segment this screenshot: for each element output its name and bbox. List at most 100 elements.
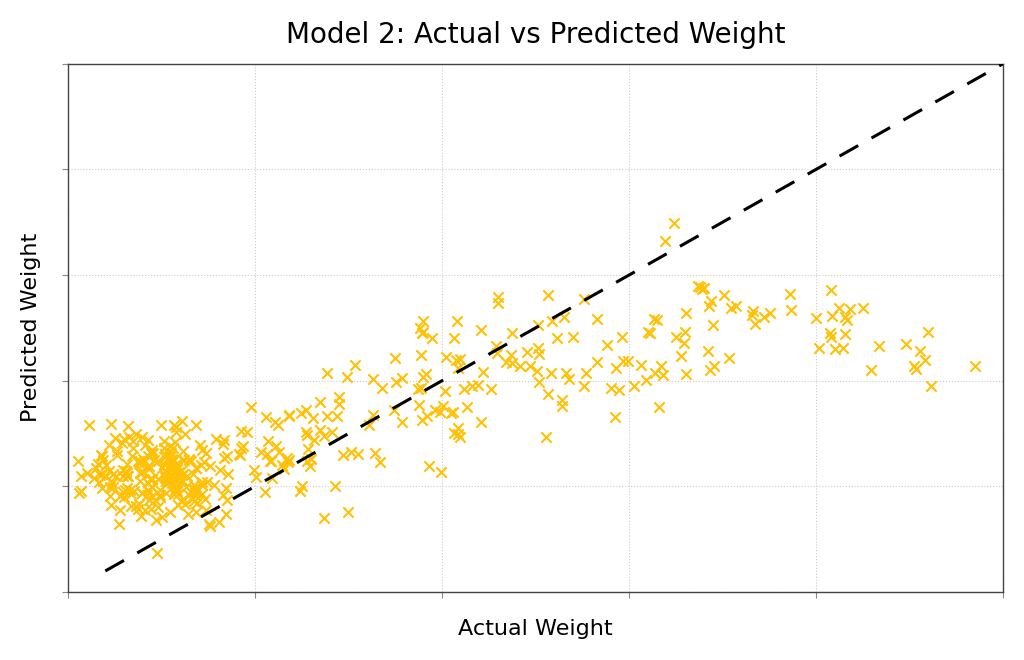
Point <box>146 494 163 505</box>
Point <box>139 490 156 500</box>
Point <box>293 408 309 418</box>
Point <box>120 471 136 482</box>
Point <box>163 447 179 458</box>
Point <box>394 416 411 427</box>
Point <box>459 402 475 412</box>
Point <box>746 319 763 330</box>
Point <box>142 473 159 484</box>
Point <box>554 394 570 405</box>
Point <box>335 449 351 460</box>
Point <box>412 323 428 333</box>
Point <box>300 444 316 454</box>
Point <box>170 500 186 510</box>
Point <box>169 464 185 475</box>
Point <box>279 453 295 463</box>
Point <box>450 315 466 326</box>
Point <box>530 320 547 331</box>
Point <box>248 472 264 482</box>
Y-axis label: Predicted Weight: Predicted Weight <box>20 233 41 422</box>
Point <box>906 360 923 371</box>
Point <box>633 360 649 370</box>
Point <box>162 440 178 451</box>
Point <box>387 352 403 363</box>
Point <box>164 478 180 488</box>
Point <box>114 438 130 449</box>
Point <box>148 548 165 558</box>
Point <box>168 459 184 469</box>
Point <box>161 463 177 473</box>
Point <box>415 316 431 327</box>
Point <box>116 492 132 502</box>
Point <box>821 327 838 338</box>
Point <box>143 481 160 492</box>
Point <box>240 427 256 438</box>
Point <box>154 463 170 473</box>
Point <box>125 443 141 453</box>
Point <box>783 305 800 315</box>
Point <box>169 486 185 496</box>
Point <box>151 474 167 484</box>
Point <box>144 490 161 501</box>
Point <box>318 368 335 378</box>
Point <box>212 465 228 475</box>
Point <box>427 405 443 415</box>
Point <box>311 397 328 407</box>
Point <box>610 385 627 396</box>
Point <box>121 432 137 442</box>
Point <box>129 504 145 515</box>
Point <box>482 383 499 394</box>
Point <box>117 485 133 496</box>
Point <box>556 312 572 322</box>
Point <box>504 358 520 368</box>
Point <box>151 455 167 466</box>
Point <box>652 361 669 372</box>
Point <box>137 440 154 450</box>
Point <box>161 461 177 471</box>
Point <box>415 327 431 337</box>
Point <box>70 455 86 466</box>
Point <box>871 341 888 351</box>
Point <box>157 472 173 482</box>
Point <box>470 379 486 390</box>
Point <box>151 474 167 484</box>
Point <box>259 436 275 446</box>
Point <box>169 488 185 499</box>
Point <box>73 471 89 481</box>
Point <box>157 449 173 460</box>
Point <box>196 457 212 467</box>
Point <box>418 368 434 379</box>
Point <box>188 482 205 492</box>
Point <box>762 308 778 318</box>
Point <box>599 339 615 350</box>
Point <box>215 490 231 500</box>
Point <box>97 460 114 471</box>
Point <box>109 471 125 481</box>
Point <box>177 429 194 440</box>
Point <box>503 350 519 360</box>
Point <box>693 283 710 294</box>
Point <box>781 289 798 300</box>
Point <box>275 464 292 475</box>
Point <box>431 407 447 417</box>
Point <box>130 455 146 466</box>
Point <box>346 360 362 371</box>
Point <box>464 380 480 391</box>
Point <box>175 446 191 456</box>
Point <box>187 420 204 430</box>
Point <box>298 405 314 415</box>
Point <box>298 430 314 440</box>
Point <box>93 468 110 478</box>
Point <box>156 459 172 469</box>
Point <box>187 487 204 498</box>
Point <box>626 380 642 391</box>
Point <box>366 410 382 420</box>
Point <box>744 306 761 317</box>
Point <box>166 419 182 430</box>
Point <box>101 490 118 501</box>
Point <box>281 455 297 465</box>
Point <box>414 415 430 426</box>
Point <box>452 353 468 364</box>
Point <box>93 450 110 461</box>
Point <box>210 517 226 527</box>
Point <box>140 495 157 506</box>
